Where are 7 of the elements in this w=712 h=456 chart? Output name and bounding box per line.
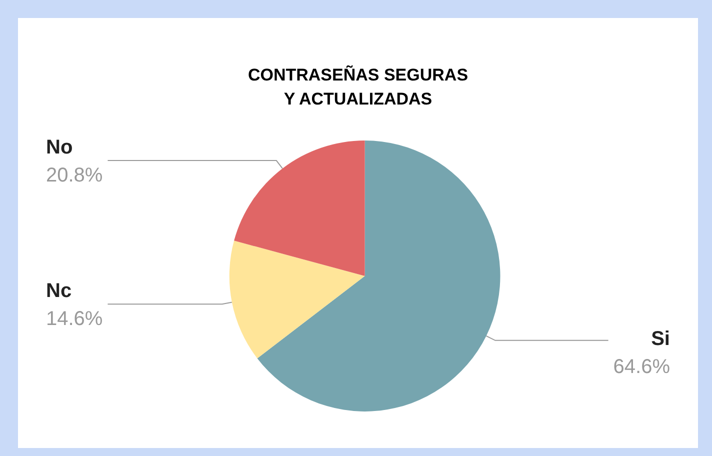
slice-label: No (46, 136, 73, 159)
slice-label: Nc (46, 280, 72, 302)
slice-label: Si (651, 328, 670, 350)
data-label: 14.6% (46, 308, 103, 330)
chart-title: CONTRASEÑAS SEGURAS Y ACTUALIZADAS (248, 64, 468, 108)
data-label: 20.8% (46, 164, 103, 187)
data-label: 64.6% (613, 356, 670, 378)
